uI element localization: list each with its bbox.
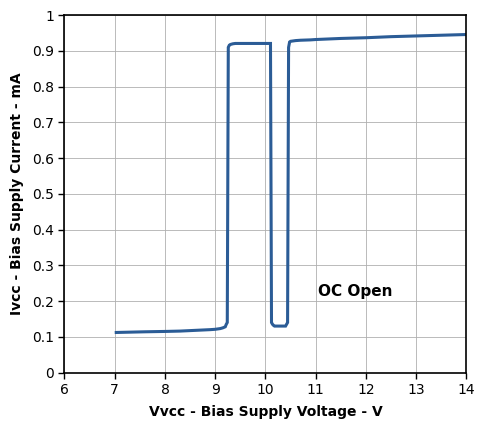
X-axis label: Vvcc - Bias Supply Voltage - V: Vvcc - Bias Supply Voltage - V [148,405,381,419]
Y-axis label: Ivcc - Bias Supply Current - mA: Ivcc - Bias Supply Current - mA [10,73,24,315]
Text: OC Open: OC Open [318,284,392,299]
